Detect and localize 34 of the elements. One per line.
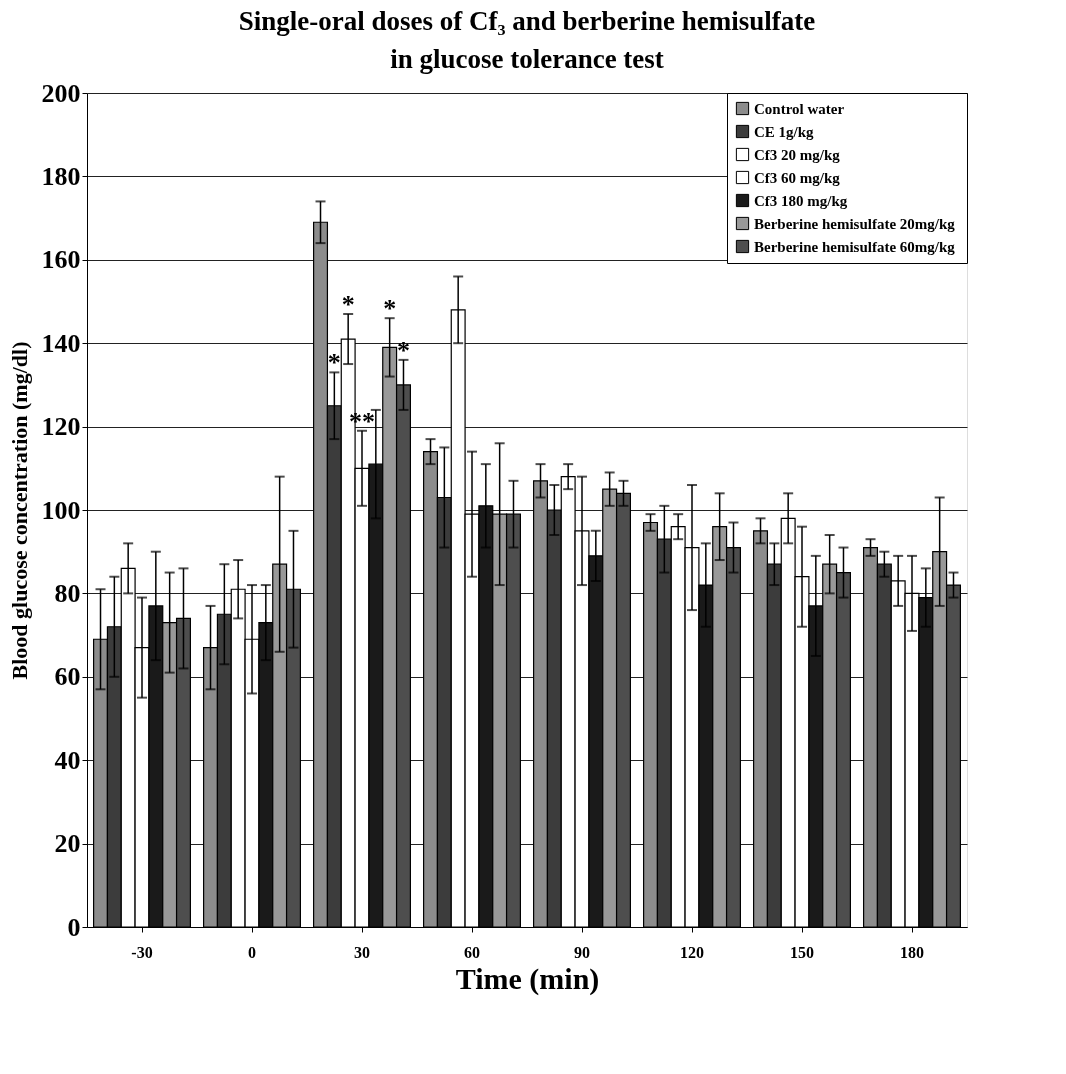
y-axis-title: Blood glucose concentration (mg/dl) <box>6 341 32 680</box>
y-tick-label: 0 <box>67 912 81 942</box>
x-axis-title: Time (min) <box>455 961 600 996</box>
y-tick-label: 140 <box>41 328 81 358</box>
legend-label: Control water <box>754 100 845 117</box>
x-tick-label: 60 <box>464 943 480 961</box>
y-tick-label: 20 <box>54 829 81 859</box>
y-tick-label: 180 <box>41 161 81 191</box>
legend-label: Berberine hemisulfate 20mg/kg <box>754 215 956 232</box>
text: in glucose tolerance test <box>390 44 664 74</box>
legend-label: CE 1g/kg <box>754 123 815 140</box>
y-tick-label: 100 <box>41 495 81 525</box>
x-tick-label: 30 <box>354 943 370 961</box>
legend-label: Cf3 60 mg/kg <box>754 169 841 186</box>
y-tick-label: 40 <box>54 745 81 775</box>
legend-label: Cf3 20 mg/kg <box>754 146 841 163</box>
y-tick-label: 60 <box>54 662 81 692</box>
x-tick-label: 180 <box>900 943 924 961</box>
x-tick-label: 150 <box>790 943 814 961</box>
y-tick-label: 120 <box>41 412 81 442</box>
y-tick-label: 80 <box>54 578 81 608</box>
y-tick-label: 160 <box>41 245 81 275</box>
y-tick-label: 200 <box>41 78 81 108</box>
x-tick-label: 120 <box>680 943 704 961</box>
x-tick-label: 90 <box>574 943 590 961</box>
data-label: * <box>396 335 410 365</box>
x-tick-label: 0 <box>248 943 256 961</box>
data-label: * <box>327 348 341 378</box>
legend-label: Cf3 180 mg/kg <box>754 192 848 209</box>
legend-label: Berberine hemisulfate 60mg/kg <box>754 238 956 255</box>
data-label: * <box>383 294 397 324</box>
data-label: * <box>341 290 355 320</box>
text: Single-oral doses of Cf₃ and berberine hemisulfate <box>238 6 816 36</box>
x-tick-label: -30 <box>131 943 153 961</box>
